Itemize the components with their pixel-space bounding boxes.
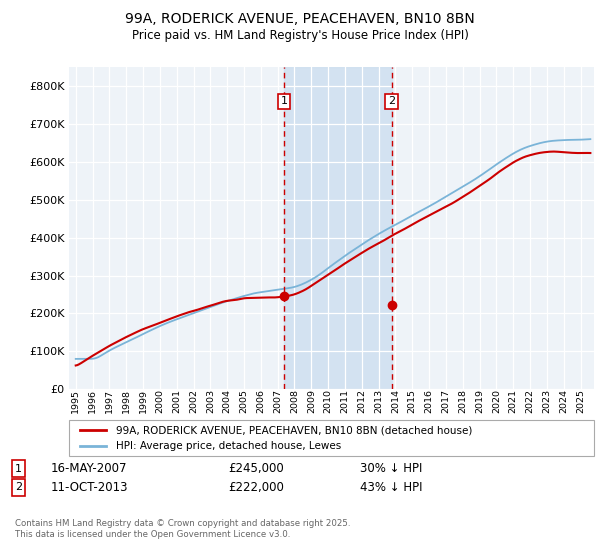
Text: 2012: 2012	[357, 389, 366, 413]
Text: 2: 2	[15, 482, 22, 492]
Text: 2000: 2000	[155, 389, 164, 413]
Text: 2006: 2006	[256, 389, 265, 413]
Text: 2018: 2018	[458, 389, 467, 413]
Text: 1995: 1995	[71, 389, 80, 413]
Text: 1996: 1996	[88, 389, 97, 413]
Text: 16-MAY-2007: 16-MAY-2007	[51, 462, 128, 475]
Text: 2004: 2004	[223, 389, 232, 413]
Text: £222,000: £222,000	[228, 480, 284, 494]
Text: 1999: 1999	[139, 389, 148, 413]
Text: 2: 2	[388, 96, 395, 106]
Text: 99A, RODERICK AVENUE, PEACEHAVEN, BN10 8BN (detached house): 99A, RODERICK AVENUE, PEACEHAVEN, BN10 8…	[116, 425, 473, 435]
Text: 2024: 2024	[559, 389, 568, 413]
Text: 2003: 2003	[206, 389, 215, 413]
Text: 2002: 2002	[189, 389, 198, 413]
Text: 2007: 2007	[273, 389, 282, 413]
FancyBboxPatch shape	[69, 420, 594, 456]
Text: £245,000: £245,000	[228, 462, 284, 475]
Text: 2017: 2017	[442, 389, 451, 413]
Text: 2016: 2016	[425, 389, 434, 413]
Text: 2014: 2014	[391, 389, 400, 413]
Text: 1998: 1998	[122, 389, 131, 413]
Text: 2010: 2010	[323, 389, 332, 413]
Text: 2025: 2025	[576, 389, 585, 413]
Text: HPI: Average price, detached house, Lewes: HPI: Average price, detached house, Lewe…	[116, 441, 341, 451]
Text: 2008: 2008	[290, 389, 299, 413]
Text: 43% ↓ HPI: 43% ↓ HPI	[360, 480, 422, 494]
Text: Contains HM Land Registry data © Crown copyright and database right 2025.
This d: Contains HM Land Registry data © Crown c…	[15, 520, 350, 539]
Text: 2022: 2022	[526, 389, 535, 413]
Text: 2023: 2023	[542, 389, 551, 413]
Bar	[284, 67, 392, 389]
Text: 2013: 2013	[374, 389, 383, 413]
Text: 2015: 2015	[408, 389, 417, 413]
Text: 2009: 2009	[307, 389, 316, 413]
Text: 2005: 2005	[239, 389, 248, 413]
Text: Price paid vs. HM Land Registry's House Price Index (HPI): Price paid vs. HM Land Registry's House …	[131, 29, 469, 42]
Text: 2001: 2001	[172, 389, 181, 413]
Text: 2020: 2020	[492, 389, 501, 413]
Text: 2021: 2021	[509, 389, 518, 413]
Text: 99A, RODERICK AVENUE, PEACEHAVEN, BN10 8BN: 99A, RODERICK AVENUE, PEACEHAVEN, BN10 8…	[125, 12, 475, 26]
Text: 2019: 2019	[475, 389, 484, 413]
Text: 1: 1	[280, 96, 287, 106]
Text: 1: 1	[15, 464, 22, 474]
Text: 1997: 1997	[105, 389, 114, 413]
Text: 11-OCT-2013: 11-OCT-2013	[51, 480, 128, 494]
Text: 30% ↓ HPI: 30% ↓ HPI	[360, 462, 422, 475]
Text: 2011: 2011	[340, 389, 349, 413]
